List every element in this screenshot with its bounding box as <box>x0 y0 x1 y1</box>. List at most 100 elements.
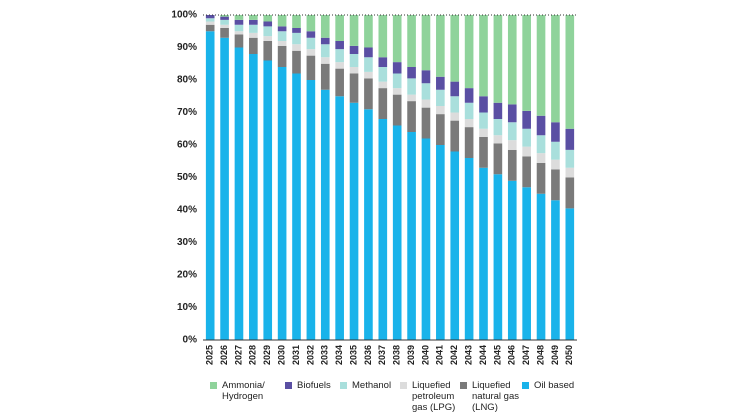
legend-label: Ammonia/ Hydrogen <box>222 380 265 402</box>
bar-segment <box>205 21 215 25</box>
bar-segment <box>536 135 546 154</box>
bar-segment <box>436 106 445 115</box>
bar-segment <box>392 88 402 95</box>
x-tick-label: 2047 <box>521 345 531 365</box>
bar-segment <box>565 208 575 340</box>
bar-segment <box>436 114 445 145</box>
bar-segment <box>407 15 416 67</box>
bar-segment <box>292 15 301 28</box>
legend-label: Liquefied natural gas (LNG) <box>472 380 520 413</box>
bar-segment <box>565 128 575 150</box>
chart: 0% 10% 20% 30% 40% 50% 60% 70% 80% 90% 100% 2025 202… <box>171 10 577 365</box>
bar-segment <box>349 102 359 340</box>
legend-swatch <box>400 382 407 389</box>
bar-segment <box>263 21 273 27</box>
legend-label: Methanol <box>352 380 392 391</box>
bar-segment <box>421 83 431 100</box>
bar-segment <box>450 112 460 121</box>
bar-segment <box>220 16 229 20</box>
bar-segment <box>263 36 273 41</box>
bar-segment <box>277 26 287 32</box>
bar-segment <box>522 187 531 340</box>
bar-segment <box>349 73 359 103</box>
bar-segment <box>378 57 388 67</box>
bar-segment <box>234 34 244 48</box>
x-tick-label: 2025 <box>205 345 215 365</box>
bar-segment <box>392 62 402 74</box>
bar-segment <box>522 128 531 147</box>
x-tick-label: 2044 <box>478 345 488 365</box>
bar-segment <box>522 146 531 157</box>
x-tick-label: 2045 <box>492 345 502 365</box>
bar-segment <box>220 24 229 28</box>
bar-segment <box>306 15 316 32</box>
bar-segment <box>292 28 301 33</box>
bar-segment <box>292 73 301 340</box>
bar-segment <box>392 125 402 340</box>
bar-segment <box>421 99 431 108</box>
legend-item: Liquefied natural gas (LNG) <box>460 380 522 413</box>
bar-segment <box>320 63 330 90</box>
legend-item: Liquefied petroleum gas (LPG) <box>400 380 460 413</box>
bar-segment <box>364 15 373 48</box>
bar-segment <box>364 71 373 79</box>
bar-segment <box>249 19 258 25</box>
bar-segment <box>450 151 460 340</box>
x-tick-label: 2026 <box>219 345 229 365</box>
bar-segment <box>277 31 287 41</box>
bar-segment <box>565 167 575 178</box>
bar-segment <box>450 15 460 82</box>
y-tick-label: 100% <box>171 10 197 21</box>
bar-segment <box>292 32 301 45</box>
x-tick-label: 2032 <box>305 345 315 365</box>
bar-segment <box>320 44 330 58</box>
x-tick-label: 2038 <box>392 345 402 365</box>
bar-segment <box>507 122 517 141</box>
bar-segment <box>378 67 388 82</box>
bar-segment <box>479 15 488 97</box>
bar-segment <box>349 15 359 46</box>
bar-segment <box>436 15 445 77</box>
y-tick-label: 80% <box>177 75 197 86</box>
bar-segment <box>320 15 330 38</box>
legend: Ammonia/ Hydrogen Biofuels Methanol Liquefi… <box>210 380 582 413</box>
bar-segment <box>234 24 244 32</box>
x-tick-label: 2035 <box>348 345 358 365</box>
bar-segment <box>263 15 273 22</box>
legend-item: Oil based <box>522 380 582 413</box>
bar-segment <box>349 45 359 54</box>
bar-segment <box>277 67 287 340</box>
y-tick-label: 40% <box>177 205 197 216</box>
y-tick-label: 60% <box>177 140 197 151</box>
bar-segment <box>378 81 388 89</box>
y-tick-label: 20% <box>177 270 197 281</box>
bar-segment <box>349 54 359 67</box>
bar-segment <box>479 136 488 168</box>
legend-swatch <box>285 382 292 389</box>
bar-segment <box>479 167 488 340</box>
y-tick-label: 50% <box>177 172 197 183</box>
bar-segment <box>479 128 488 137</box>
bar-segment <box>364 78 373 110</box>
bar-segment <box>551 15 560 123</box>
x-tick-label: 2049 <box>550 345 560 365</box>
bar-segment <box>493 143 503 175</box>
bar-segment <box>536 162 546 194</box>
bar-segment <box>335 96 344 340</box>
x-tick-label: 2040 <box>420 345 430 365</box>
bar-segment <box>464 102 474 119</box>
x-tick-label: 2050 <box>564 345 574 365</box>
x-tick-label: 2030 <box>276 345 286 365</box>
bar-segment <box>220 37 229 340</box>
bar-segment <box>306 80 316 340</box>
bar-segment <box>507 149 517 181</box>
bar-segment <box>479 112 488 129</box>
bar-segment <box>450 96 460 113</box>
bar-segment <box>565 149 575 168</box>
bar-segment <box>220 15 229 17</box>
bar-segment <box>349 67 359 74</box>
legend-label: Oil based <box>534 380 575 391</box>
bar-segment <box>392 73 402 89</box>
legend-swatch <box>210 382 217 389</box>
